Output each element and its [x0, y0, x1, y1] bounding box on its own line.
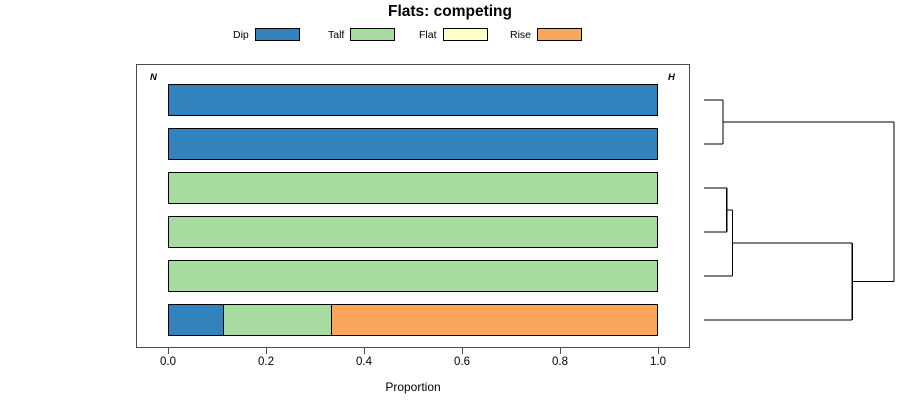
stacked-bar [168, 304, 658, 336]
legend-item-rise: Rise [510, 26, 583, 43]
stacked-bar [168, 172, 658, 204]
legend: Dip Talf Flat Rise [233, 26, 593, 43]
legend-swatch [537, 28, 583, 41]
bar-segment-dip [169, 305, 224, 335]
legend-label: Flat [419, 28, 437, 41]
legend-label: Dip [233, 28, 249, 41]
x-tick [266, 348, 267, 354]
legend-item-dip: Dip [233, 26, 300, 43]
bar-segment-talf [223, 305, 332, 335]
legend-item-talf: Talf [328, 26, 396, 43]
bar-segment-talf [169, 173, 657, 203]
x-tick-label: 0.8 [552, 356, 568, 368]
legend-swatch [442, 28, 488, 41]
x-tick [462, 348, 463, 354]
x-tick-label: 0.4 [356, 356, 372, 368]
column-header-n: N [150, 72, 157, 83]
bar-segment-rise [331, 305, 657, 335]
bar-segment-dip [169, 129, 657, 159]
dendrogram [704, 99, 895, 321]
stacked-bar [168, 128, 658, 160]
legend-label: Rise [510, 28, 532, 41]
legend-swatch [350, 28, 396, 41]
legend-label: Talf [328, 28, 345, 41]
column-header-h: H [668, 72, 675, 83]
bar-segment-dip [169, 85, 657, 115]
x-tick-label: 0.0 [160, 356, 176, 368]
x-axis-title: Proportion [385, 380, 441, 394]
x-tick-label: 0.2 [258, 356, 274, 368]
bar-segment-talf [169, 261, 657, 291]
x-tick [560, 348, 561, 354]
stacked-bar [168, 84, 658, 116]
x-tick [658, 348, 659, 354]
stacked-bar [168, 260, 658, 292]
bar-segment-talf [169, 217, 657, 247]
stacked-bar [168, 216, 658, 248]
legend-swatch [254, 28, 300, 41]
x-axis: 0.0 0.2 0.4 0.6 0.8 1.0 [136, 348, 690, 388]
x-tick [364, 348, 365, 354]
x-tick-label: 0.6 [454, 356, 470, 368]
x-tick-label: 1.0 [650, 356, 666, 368]
legend-item-flat: Flat [419, 26, 488, 43]
x-tick [168, 348, 169, 354]
chart-title: Flats: competing [387, 3, 512, 20]
